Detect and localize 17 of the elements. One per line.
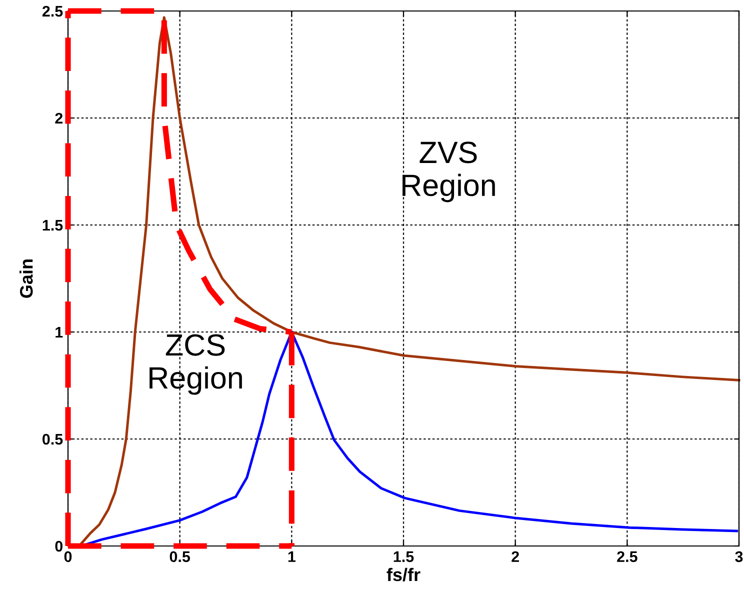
y-tick-label: 1.5 bbox=[42, 220, 63, 231]
y-tick-label: 2.5 bbox=[42, 6, 63, 17]
y-tick-label: 2 bbox=[55, 112, 63, 124]
y-tick-label: 0.5 bbox=[42, 434, 63, 445]
y-tick-label: 1 bbox=[56, 327, 63, 338]
x-tick-label: 1 bbox=[288, 551, 296, 562]
y-tick-label: 0 bbox=[55, 540, 63, 552]
annotation: ZCS Region bbox=[150, 334, 242, 395]
x-tick-label: 3 bbox=[735, 551, 743, 562]
x-axis-title: fs/fr bbox=[386, 568, 420, 582]
x-tick-label: 2.5 bbox=[617, 551, 638, 562]
x-tick-label: 0 bbox=[64, 551, 72, 562]
y-axis-title: Gain bbox=[20, 260, 33, 298]
x-tick-label: 0.5 bbox=[170, 551, 190, 562]
x-tick-label: 1.5 bbox=[394, 551, 414, 562]
x-tick-label: 2 bbox=[512, 551, 519, 562]
annotation: ZVS Region bbox=[402, 142, 495, 202]
